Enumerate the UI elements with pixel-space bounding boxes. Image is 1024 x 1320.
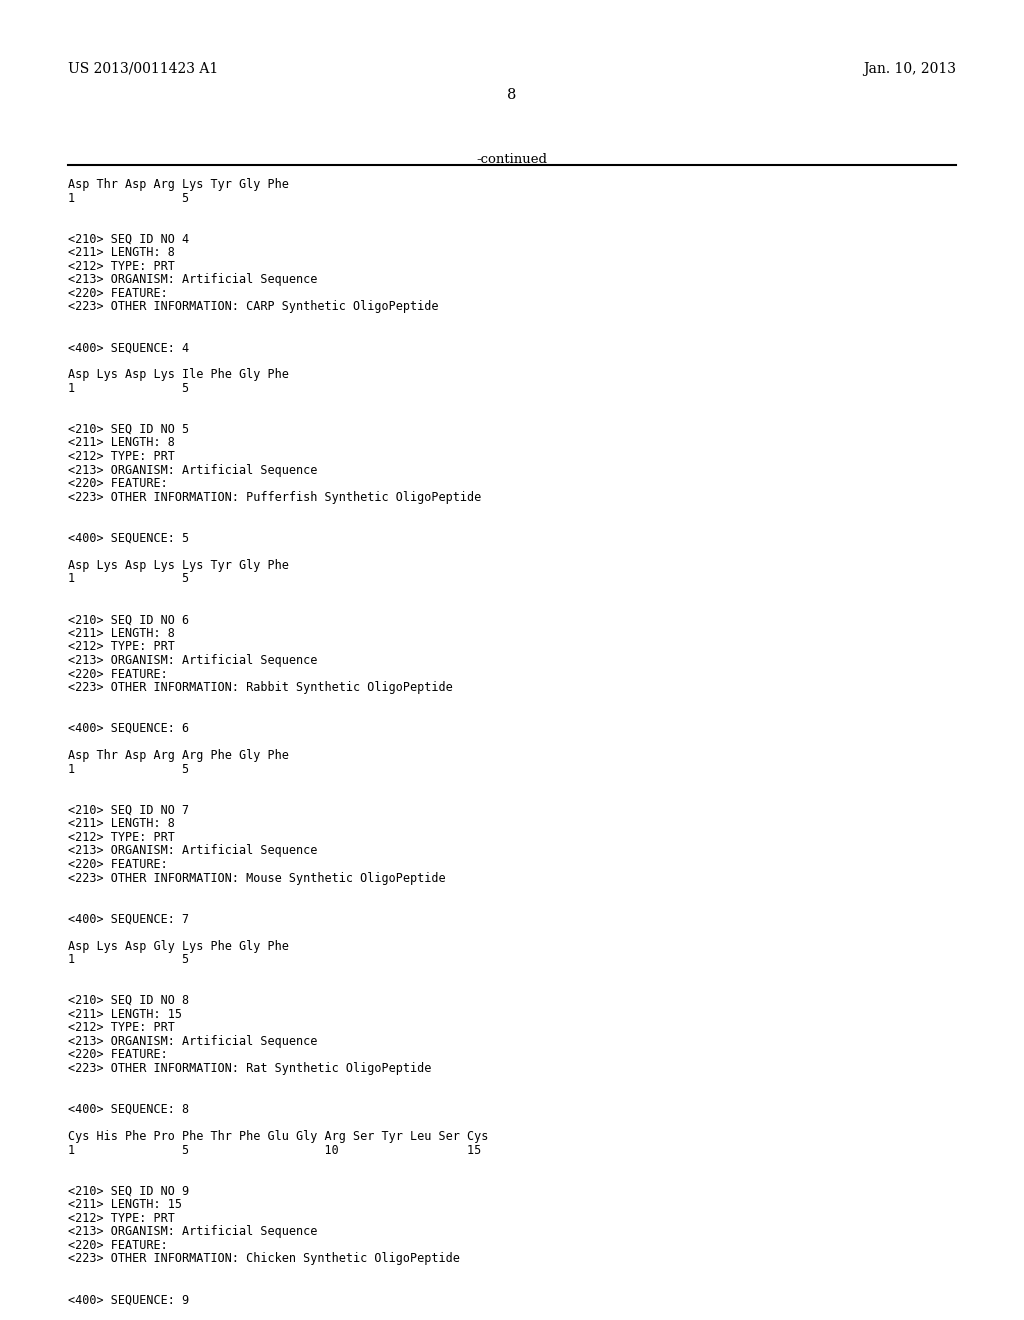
Text: <400> SEQUENCE: 6: <400> SEQUENCE: 6 xyxy=(68,722,189,735)
Text: US 2013/0011423 A1: US 2013/0011423 A1 xyxy=(68,62,218,77)
Text: <211> LENGTH: 8: <211> LENGTH: 8 xyxy=(68,817,175,830)
Text: Cys His Phe Pro Phe Thr Phe Glu Gly Arg Ser Tyr Leu Ser Cys: Cys His Phe Pro Phe Thr Phe Glu Gly Arg … xyxy=(68,1130,488,1143)
Text: <210> SEQ ID NO 8: <210> SEQ ID NO 8 xyxy=(68,994,189,1007)
Text: <212> TYPE: PRT: <212> TYPE: PRT xyxy=(68,1212,175,1225)
Text: <213> ORGANISM: Artificial Sequence: <213> ORGANISM: Artificial Sequence xyxy=(68,1225,317,1238)
Text: <223> OTHER INFORMATION: Chicken Synthetic OligoPeptide: <223> OTHER INFORMATION: Chicken Synthet… xyxy=(68,1253,460,1266)
Text: <223> OTHER INFORMATION: Mouse Synthetic OligoPeptide: <223> OTHER INFORMATION: Mouse Synthetic… xyxy=(68,871,445,884)
Text: 1               5: 1 5 xyxy=(68,573,189,585)
Text: <213> ORGANISM: Artificial Sequence: <213> ORGANISM: Artificial Sequence xyxy=(68,653,317,667)
Text: Asp Lys Asp Lys Lys Tyr Gly Phe: Asp Lys Asp Lys Lys Tyr Gly Phe xyxy=(68,558,289,572)
Text: 1               5: 1 5 xyxy=(68,381,189,395)
Text: <213> ORGANISM: Artificial Sequence: <213> ORGANISM: Artificial Sequence xyxy=(68,463,317,477)
Text: <211> LENGTH: 8: <211> LENGTH: 8 xyxy=(68,627,175,640)
Text: <220> FEATURE:: <220> FEATURE: xyxy=(68,668,168,681)
Text: 1               5: 1 5 xyxy=(68,763,189,776)
Text: <213> ORGANISM: Artificial Sequence: <213> ORGANISM: Artificial Sequence xyxy=(68,1035,317,1048)
Text: Asp Lys Asp Lys Ile Phe Gly Phe: Asp Lys Asp Lys Ile Phe Gly Phe xyxy=(68,368,289,381)
Text: 1               5                   10                  15: 1 5 10 15 xyxy=(68,1143,481,1156)
Text: <213> ORGANISM: Artificial Sequence: <213> ORGANISM: Artificial Sequence xyxy=(68,273,317,286)
Text: <220> FEATURE:: <220> FEATURE: xyxy=(68,478,168,490)
Text: <400> SEQUENCE: 9: <400> SEQUENCE: 9 xyxy=(68,1294,189,1307)
Text: Jan. 10, 2013: Jan. 10, 2013 xyxy=(863,62,956,77)
Text: <223> OTHER INFORMATION: CARP Synthetic OligoPeptide: <223> OTHER INFORMATION: CARP Synthetic … xyxy=(68,301,438,313)
Text: Asp Thr Asp Arg Arg Phe Gly Phe: Asp Thr Asp Arg Arg Phe Gly Phe xyxy=(68,750,289,762)
Text: <213> ORGANISM: Artificial Sequence: <213> ORGANISM: Artificial Sequence xyxy=(68,845,317,858)
Text: 1               5: 1 5 xyxy=(68,953,189,966)
Text: <212> TYPE: PRT: <212> TYPE: PRT xyxy=(68,260,175,273)
Text: <220> FEATURE:: <220> FEATURE: xyxy=(68,286,168,300)
Text: <211> LENGTH: 8: <211> LENGTH: 8 xyxy=(68,246,175,259)
Text: <223> OTHER INFORMATION: Rat Synthetic OligoPeptide: <223> OTHER INFORMATION: Rat Synthetic O… xyxy=(68,1063,431,1074)
Text: <400> SEQUENCE: 4: <400> SEQUENCE: 4 xyxy=(68,341,189,354)
Text: <400> SEQUENCE: 8: <400> SEQUENCE: 8 xyxy=(68,1102,189,1115)
Text: <210> SEQ ID NO 9: <210> SEQ ID NO 9 xyxy=(68,1184,189,1197)
Text: <212> TYPE: PRT: <212> TYPE: PRT xyxy=(68,1022,175,1034)
Text: Asp Lys Asp Gly Lys Phe Gly Phe: Asp Lys Asp Gly Lys Phe Gly Phe xyxy=(68,940,289,953)
Text: Asp Thr Asp Arg Lys Tyr Gly Phe: Asp Thr Asp Arg Lys Tyr Gly Phe xyxy=(68,178,289,191)
Text: <212> TYPE: PRT: <212> TYPE: PRT xyxy=(68,640,175,653)
Text: <400> SEQUENCE: 5: <400> SEQUENCE: 5 xyxy=(68,532,189,545)
Text: <210> SEQ ID NO 7: <210> SEQ ID NO 7 xyxy=(68,804,189,817)
Text: <223> OTHER INFORMATION: Rabbit Synthetic OligoPeptide: <223> OTHER INFORMATION: Rabbit Syntheti… xyxy=(68,681,453,694)
Text: <210> SEQ ID NO 6: <210> SEQ ID NO 6 xyxy=(68,614,189,626)
Text: 8: 8 xyxy=(507,88,517,102)
Text: <210> SEQ ID NO 5: <210> SEQ ID NO 5 xyxy=(68,422,189,436)
Text: <211> LENGTH: 8: <211> LENGTH: 8 xyxy=(68,437,175,449)
Text: <212> TYPE: PRT: <212> TYPE: PRT xyxy=(68,450,175,463)
Text: <220> FEATURE:: <220> FEATURE: xyxy=(68,1048,168,1061)
Text: <210> SEQ ID NO 4: <210> SEQ ID NO 4 xyxy=(68,232,189,246)
Text: <211> LENGTH: 15: <211> LENGTH: 15 xyxy=(68,1007,182,1020)
Text: -continued: -continued xyxy=(476,153,548,166)
Text: <220> FEATURE:: <220> FEATURE: xyxy=(68,1238,168,1251)
Text: <220> FEATURE:: <220> FEATURE: xyxy=(68,858,168,871)
Text: <211> LENGTH: 15: <211> LENGTH: 15 xyxy=(68,1199,182,1210)
Text: 1               5: 1 5 xyxy=(68,191,189,205)
Text: <212> TYPE: PRT: <212> TYPE: PRT xyxy=(68,830,175,843)
Text: <223> OTHER INFORMATION: Pufferfish Synthetic OligoPeptide: <223> OTHER INFORMATION: Pufferfish Synt… xyxy=(68,491,481,504)
Text: <400> SEQUENCE: 7: <400> SEQUENCE: 7 xyxy=(68,912,189,925)
